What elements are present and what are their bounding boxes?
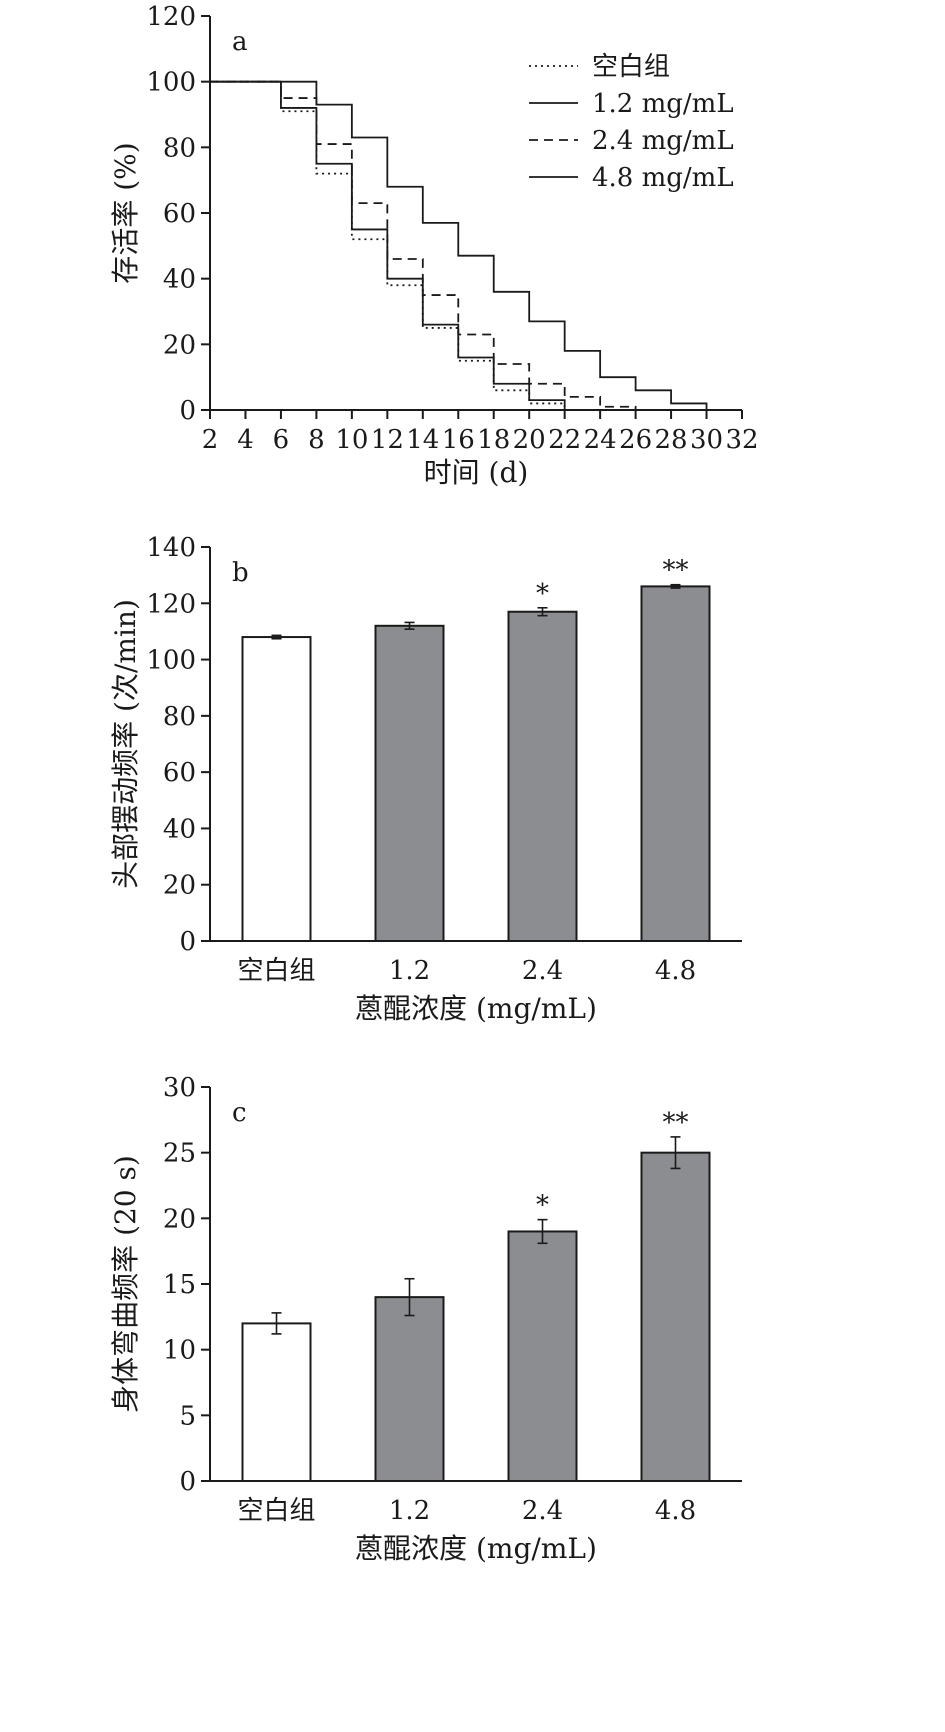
panel-b-significance-mark: ** xyxy=(663,556,689,586)
panel-a-x-tick-label: 16 xyxy=(442,425,475,455)
panel-b-significance-mark: * xyxy=(536,579,549,609)
panel-c-y-axis-label: 身体弯曲频率 (20 s) xyxy=(109,1155,142,1413)
panel-a-x-tick-label: 10 xyxy=(335,425,368,455)
panel-b-bar xyxy=(507,610,578,942)
panel-a-y-tick-label: 40 xyxy=(163,265,196,295)
panel-a-y-tick-label: 100 xyxy=(146,68,196,98)
panel-c-y-tick-label: 15 xyxy=(163,1270,196,1300)
panel-c-bar xyxy=(640,1151,711,1482)
panel-a-y-tick-label: 60 xyxy=(163,199,196,229)
panel-c-x-tick-label: 空白组 xyxy=(237,1496,315,1526)
panel-c-y-tick-label: 25 xyxy=(163,1139,196,1169)
panel-c-bar xyxy=(241,1322,312,1483)
panel-c-x-tick-label: 1.2 xyxy=(389,1496,430,1526)
panel-a-x-tick-label: 32 xyxy=(725,425,758,455)
panel-a-x-tick-label: 24 xyxy=(584,425,617,455)
panel-a-x-tick-label: 8 xyxy=(308,425,325,455)
panel-b-y-tick-label: 0 xyxy=(179,927,196,957)
panel-a-x-tick-label: 12 xyxy=(371,425,404,455)
panel-c-significance-mark: * xyxy=(536,1191,549,1221)
panel-b-x-tick-label: 空白组 xyxy=(237,956,315,986)
panel-b-x-tick-label: 2.4 xyxy=(522,956,563,986)
panel-c-x-tick-label: 2.4 xyxy=(522,1496,563,1526)
panel-c-bar xyxy=(374,1296,445,1482)
panel-c-y-tick-label: 0 xyxy=(179,1467,196,1497)
panel-c-y-tick-label: 5 xyxy=(179,1401,196,1431)
panel-c-y-tick-label: 10 xyxy=(163,1336,196,1366)
panel-a-x-tick-label: 20 xyxy=(513,425,546,455)
panel-b-panel-label: b xyxy=(232,558,249,588)
panel-c-bar xyxy=(507,1230,578,1483)
panel-a-legend-label-3: 4.8 mg/mL xyxy=(592,163,734,193)
panel-b-y-tick-label: 100 xyxy=(146,646,196,676)
panel-a-series-line-1 xyxy=(210,80,566,410)
panel-a-x-tick-label: 14 xyxy=(406,425,439,455)
panel-b-y-tick-label: 80 xyxy=(163,702,196,732)
panel-a-x-tick-label: 2 xyxy=(202,425,219,455)
panel-a-legend-label-1: 1.2 mg/mL xyxy=(592,89,734,119)
panel-c-x-tick-label: 4.8 xyxy=(655,1496,696,1526)
panel-b-x-axis-label: 蒽醌浓度 (mg/mL) xyxy=(355,992,597,1025)
panel-a-x-axis-label: 时间 (d) xyxy=(424,456,529,489)
panel-a-x-tick-label: 18 xyxy=(477,425,510,455)
panel-b-x-tick-label: 1.2 xyxy=(389,956,430,986)
panel-a-series-line-3 xyxy=(210,80,708,410)
panel-a-y-tick-label: 120 xyxy=(146,2,196,32)
panel-b-x-tick-label: 4.8 xyxy=(655,956,696,986)
panel-a-x-tick-label: 26 xyxy=(619,425,652,455)
panel-a-y-axis-label: 存活率 (%) xyxy=(109,142,142,283)
panel-a-legend-label-2: 2.4 mg/mL xyxy=(592,126,734,156)
panel-a-x-tick-label: 4 xyxy=(237,425,254,455)
panel-a-y-tick-label: 0 xyxy=(179,396,196,426)
panel-a-y-tick-label: 80 xyxy=(163,133,196,163)
panel-b-bar xyxy=(640,585,711,943)
panel-c-panel-label: c xyxy=(232,1098,247,1128)
panel-a-series-line-2 xyxy=(210,80,637,410)
panel-b-y-tick-label: 120 xyxy=(146,589,196,619)
panel-c-y-tick-label: 20 xyxy=(163,1204,196,1234)
panel-a-x-tick-label: 30 xyxy=(690,425,723,455)
panel-b-y-tick-label: 140 xyxy=(146,533,196,563)
panel-b-y-tick-label: 40 xyxy=(163,814,196,844)
panel-a-x-tick-label: 22 xyxy=(548,425,581,455)
panel-b-bar xyxy=(374,624,445,942)
panel-c-significance-mark: ** xyxy=(663,1108,689,1138)
panel-b-bar xyxy=(241,636,312,942)
panel-b-y-axis-label: 头部摆动频率 (次/min) xyxy=(109,599,142,889)
panel-c-x-axis-label: 蒽醌浓度 (mg/mL) xyxy=(355,1532,597,1565)
panel-a-x-tick-label: 6 xyxy=(273,425,290,455)
panel-a-y-tick-label: 20 xyxy=(163,330,196,360)
panel-a-x-tick-label: 28 xyxy=(655,425,688,455)
panel-a-legend-label-0: 空白组 xyxy=(592,52,670,82)
panel-b-y-tick-label: 60 xyxy=(163,758,196,788)
panel-b-y-tick-label: 20 xyxy=(163,871,196,901)
panel-a-panel-label: a xyxy=(232,27,248,57)
panel-c-y-tick-label: 30 xyxy=(163,1073,196,1103)
